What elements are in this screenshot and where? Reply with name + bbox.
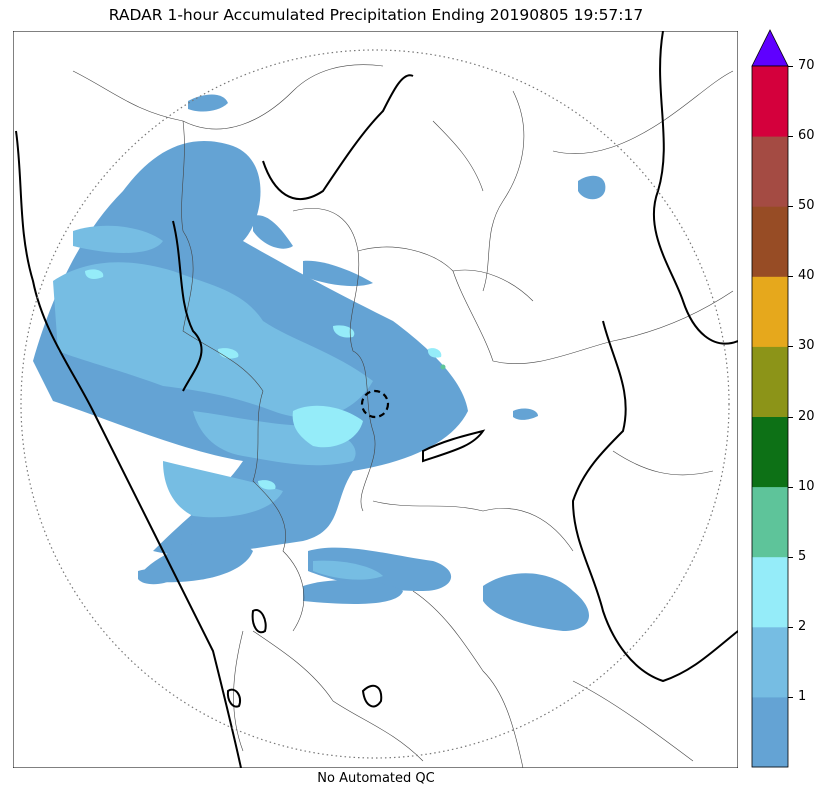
precip-moderate: [53, 225, 383, 580]
colorbar-scale: [751, 29, 789, 768]
colorbar-tick-label: 10: [798, 478, 815, 494]
radar-map: [13, 31, 738, 768]
colorbar-tick-mark: [788, 346, 793, 348]
colorbar-tick-label: 2: [798, 618, 807, 634]
colorbar-bin-2: [752, 556, 788, 628]
colorbar-tick-mark: [788, 486, 793, 488]
colorbar-bin-7: [752, 206, 788, 277]
state-boundaries: [15, 31, 738, 768]
colorbar: [750, 28, 790, 769]
radar-site-marker: [360, 389, 390, 419]
colorbar-bin-3: [752, 486, 788, 558]
colorbar-tick-mark: [788, 66, 793, 67]
colorbar-bin-4: [752, 416, 788, 488]
colorbar-bin-5: [752, 346, 788, 417]
colorbar-tick-label: 5: [798, 548, 807, 564]
colorbar-tick-mark: [788, 206, 793, 208]
colorbar-tick-mark: [788, 626, 793, 628]
radar-range-ring: [20, 49, 730, 759]
colorbar-tick-label: 1: [798, 688, 807, 704]
colorbar-tick-label: 50: [798, 198, 815, 214]
qc-status-text: No Automated QC: [317, 771, 435, 786]
colorbar-tick-label: 70: [798, 58, 815, 73]
map-title: RADAR 1-hour Accumulated Precipitation E…: [108, 6, 644, 24]
colorbar-bin-0: [752, 696, 788, 768]
colorbar-tick-label: 30: [798, 338, 815, 354]
colorbar-tick-label: 20: [798, 408, 815, 424]
colorbar-bin-6: [752, 276, 788, 347]
colorbar-bin-1: [752, 626, 788, 698]
colorbar-tick-mark: [788, 696, 793, 698]
colorbar-tick-label: 40: [798, 268, 815, 284]
colorbar-tick-mark: [788, 136, 793, 138]
colorbar-tick-mark: [788, 416, 793, 418]
precip-heavy: [85, 269, 442, 490]
colorbar-tick-label: 60: [798, 128, 815, 144]
colorbar-tick-mark: [788, 276, 793, 278]
colorbar-tick-mark: [788, 556, 793, 558]
colorbar-extend-triangle: [751, 29, 789, 67]
colorbar-bin-9: [752, 66, 788, 137]
precip-moderate-light: [440, 364, 446, 370]
colorbar-bin-8: [752, 136, 788, 207]
